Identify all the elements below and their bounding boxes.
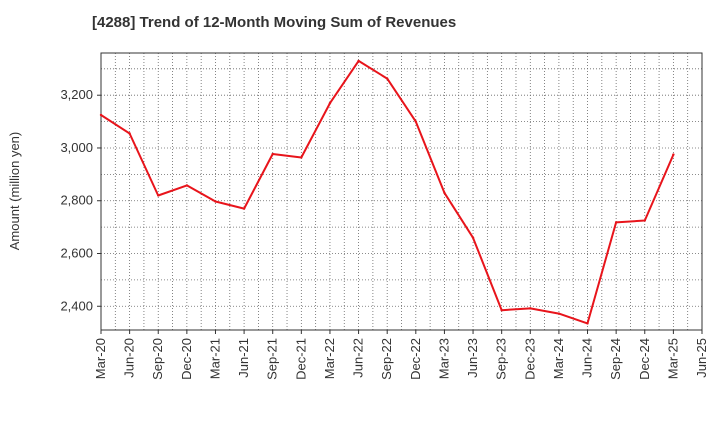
data-point [271,152,274,156]
data-point [128,132,131,135]
data-point [443,191,446,195]
data-point [157,194,160,197]
x-tick-label: Sep-23 [494,338,509,380]
x-tick-label: Jun-20 [122,338,137,378]
data-point [614,221,618,224]
data-point [672,153,675,156]
x-tick-label: Jun-23 [465,338,480,378]
y-tick-label: 2,600 [60,245,93,260]
data-point [357,59,360,63]
x-tick-label: Sep-21 [265,338,280,380]
data-point [300,156,303,159]
data-point [414,120,418,123]
plot-area [100,52,703,331]
y-tick-label: 3,000 [60,140,93,155]
data-point [643,219,646,222]
x-tick-label: Mar-21 [207,338,222,379]
data-point [529,307,532,310]
x-tick-label: Dec-21 [293,338,308,380]
x-tick-label: Mar-22 [322,338,337,379]
x-tick-label: Sep-22 [379,338,394,380]
grid-lines [101,53,702,330]
x-tick-label: Jun-25 [694,338,709,378]
x-tick-label: Sep-20 [150,338,165,380]
data-point [185,184,189,187]
y-tick-label: 2,800 [60,193,93,208]
x-tick-label: Mar-20 [93,338,108,379]
data-point [500,309,503,312]
y-tick-label: 2,400 [60,298,93,313]
data-point [385,77,389,80]
data-point [557,312,561,315]
y-tick-label: 3,200 [60,87,93,102]
x-tick-label: Mar-25 [665,338,680,379]
x-tick-label: Sep-24 [608,338,623,380]
data-point [471,236,475,239]
x-tick-label: Mar-24 [551,338,566,379]
x-axis-ticks: Mar-20 Jun-20 Sep-20 Dec-20 Mar-21 Jun-21 Sep-… [93,330,709,380]
y-axis-ticks: 2,400 2,600 2,800 3,000 3,200 [60,87,101,313]
chart-title: [4288] Trend of 12-Month Moving Sum of R… [92,14,457,31]
x-tick-label: Jun-24 [580,338,595,378]
y-axis-title: Amount (million yen) [7,132,22,251]
data-point [328,101,332,105]
x-tick-label: Dec-24 [637,338,652,380]
x-tick-label: Jun-21 [236,338,251,378]
x-tick-label: Jun-22 [351,338,366,378]
x-tick-label: Dec-20 [179,338,194,380]
series-layer [99,59,675,325]
x-tick-label: Dec-22 [408,338,423,380]
data-point [586,322,589,325]
data-point [99,113,103,117]
x-tick-label: Mar-23 [436,338,451,379]
data-point [242,207,246,210]
data-point [214,200,217,203]
x-tick-label: Dec-23 [522,338,537,380]
